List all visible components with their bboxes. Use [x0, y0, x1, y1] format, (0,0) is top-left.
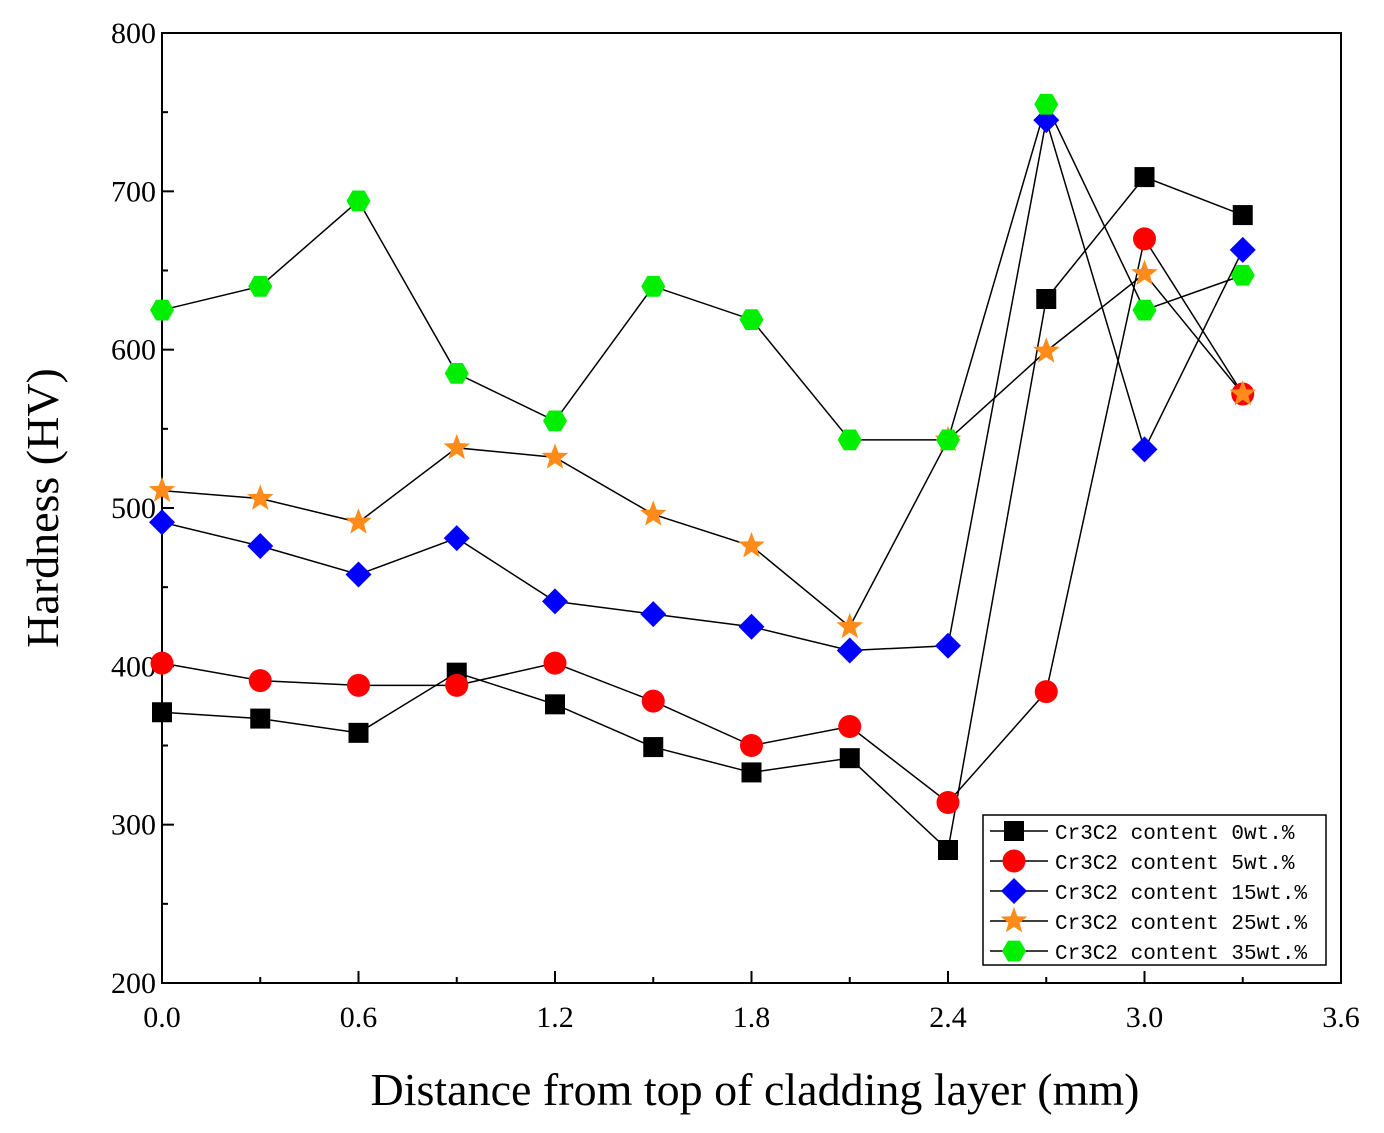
x-tick-label: 3.6	[1322, 1001, 1360, 1034]
data-point-series-1	[838, 715, 862, 738]
x-tick-label: 3.0	[1126, 1001, 1164, 1034]
data-point-series-2	[640, 601, 667, 628]
data-point-series-3	[541, 443, 569, 469]
data-point-series-1	[445, 673, 469, 697]
data-point-series-1	[1034, 680, 1058, 704]
data-point-series-3	[639, 500, 667, 526]
data-point-series-0	[741, 762, 762, 783]
data-point-series-4	[1132, 299, 1157, 321]
series-line-3	[161, 272, 1244, 628]
data-point-series-2	[345, 561, 372, 588]
data-point-series-0	[1134, 167, 1155, 188]
data-point-series-3	[1131, 259, 1158, 285]
data-point-series-3	[738, 532, 765, 558]
legend-label: Cr3C2 content 35wt.%	[1055, 943, 1307, 966]
data-point-series-3	[246, 484, 274, 510]
data-point-series-4	[1230, 264, 1255, 286]
data-point-series-3	[345, 508, 372, 534]
legend-box	[982, 814, 1327, 966]
y-tick-label: 300	[111, 809, 156, 842]
data-point-series-2	[1131, 436, 1158, 463]
data-point-series-2	[247, 533, 274, 559]
x-axis-title: Distance from top of cladding layer (mm)	[371, 1064, 1140, 1115]
data-point-series-0	[1036, 289, 1057, 309]
data-point-series-4	[936, 429, 960, 451]
data-point-series-1	[936, 791, 960, 814]
series-line-4	[161, 102, 1244, 441]
data-point-series-4	[641, 275, 666, 297]
legend-label: Cr3C2 content 0wt.%	[1055, 823, 1295, 846]
data-point-series-0	[545, 694, 565, 715]
legend-label: Cr3C2 content 5wt.%	[1055, 853, 1295, 876]
series-line-1	[161, 236, 1244, 804]
legend: Cr3C2 content 0wt.% Cr3C2 content 5wt.% Cr…	[982, 814, 1327, 966]
data-point-series-4	[248, 275, 273, 297]
y-tick-label: 700	[111, 175, 156, 208]
data-point-series-0	[839, 748, 860, 769]
data-point-series-1	[248, 669, 272, 693]
data-point-series-2	[738, 613, 765, 640]
legend-marker	[1001, 878, 1027, 904]
data-point-series-3	[836, 612, 864, 639]
data-point-series-2	[149, 509, 175, 536]
series-line-2	[161, 119, 1244, 652]
legend-marker	[1002, 849, 1026, 873]
legend-label: Cr3C2 content 25wt.%	[1055, 913, 1307, 936]
legend-label: Cr3C2 content 15wt.%	[1055, 883, 1307, 906]
data-point-series-0	[1232, 205, 1253, 226]
x-tick-label: 2.4	[929, 1001, 967, 1034]
data-point-series-1	[641, 689, 665, 713]
y-tick-label: 400	[111, 650, 156, 683]
y-tick-label: 500	[111, 492, 156, 525]
data-point-series-3	[1032, 337, 1060, 363]
axes-layer: 0.0 0.6 1.2 1.8 2.4 3.0 3.6 200 300 400 500 600 700 8…	[111, 17, 1360, 1034]
series-markers	[148, 93, 1257, 860]
data-point-series-4	[444, 363, 469, 384]
y-tick-label: 200	[111, 967, 156, 1000]
data-point-series-0	[348, 722, 369, 743]
data-point-series-1	[347, 673, 370, 697]
series-lines	[161, 102, 1244, 852]
data-point-series-0	[643, 737, 664, 758]
data-point-series-2	[542, 588, 568, 615]
data-point-series-3	[148, 476, 176, 502]
data-point-series-0	[152, 702, 172, 723]
legend-marker	[1002, 940, 1026, 962]
series-line-0	[161, 176, 1244, 852]
x-tick-label: 1.2	[536, 1001, 574, 1034]
data-point-series-1	[740, 734, 763, 757]
y-tick-label: 800	[111, 17, 156, 50]
data-point-series-3	[443, 433, 471, 460]
data-point-series-4	[543, 410, 567, 432]
legend-marker	[1004, 821, 1024, 841]
legend-marker	[1000, 907, 1028, 933]
y-axis-title: Hardness (HV)	[17, 368, 68, 648]
data-point-series-1	[543, 651, 567, 675]
data-point-series-4	[1034, 93, 1059, 115]
data-point-series-1	[1133, 227, 1156, 251]
data-point-series-2	[836, 637, 863, 664]
data-point-series-0	[938, 840, 958, 860]
data-point-series-4	[837, 429, 862, 451]
x-tick-label: 1.8	[733, 1001, 771, 1034]
data-point-series-0	[250, 708, 271, 729]
x-tick-label: 0.6	[340, 1001, 378, 1034]
y-tick-label: 600	[111, 334, 156, 367]
x-tick-label: 0.0	[143, 1001, 181, 1034]
data-point-series-4	[739, 309, 764, 330]
data-point-series-2	[1229, 236, 1256, 263]
data-point-series-3	[1229, 380, 1257, 406]
data-point-series-4	[346, 190, 371, 212]
data-point-series-2	[935, 632, 961, 659]
data-point-series-4	[150, 299, 174, 321]
data-point-series-1	[150, 651, 174, 675]
data-point-series-2	[443, 525, 470, 552]
